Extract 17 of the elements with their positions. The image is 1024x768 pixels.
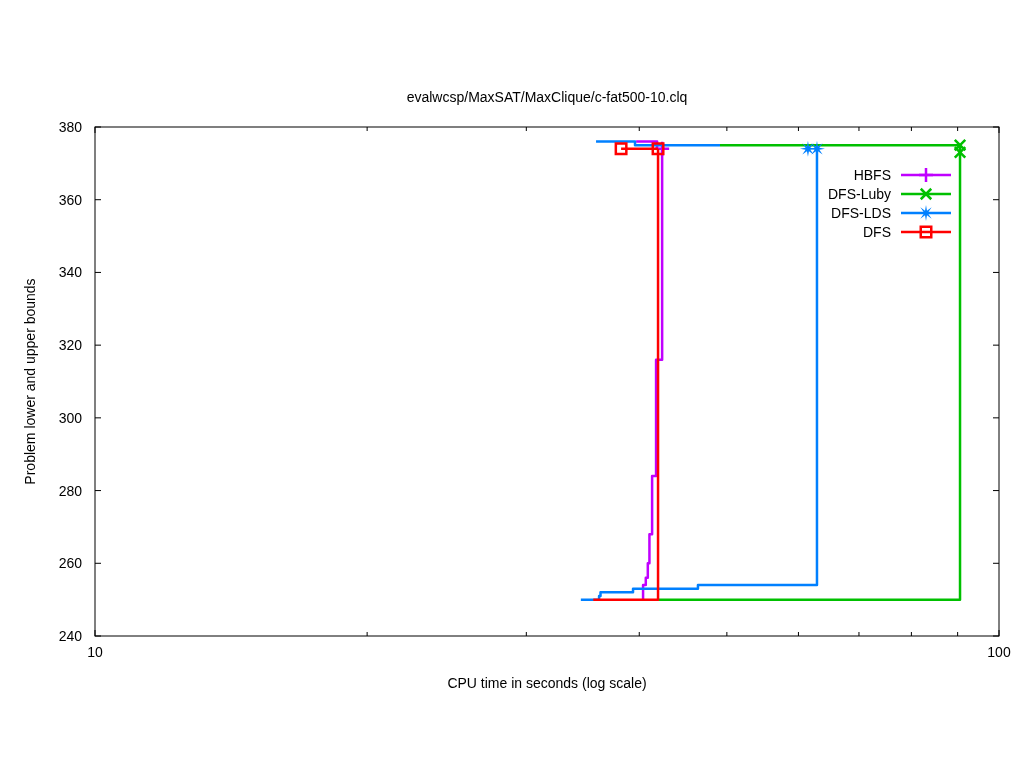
legend-label: DFS-Luby [827, 186, 891, 202]
y-tick-label: 300 [58, 409, 83, 426]
y-tick-label: 340 [58, 264, 83, 281]
y-tick-label: 320 [58, 337, 83, 354]
y-tick-label: 360 [58, 191, 83, 208]
legend-label: DFS-LDS [831, 205, 891, 221]
x-tick-label: 10 [87, 644, 103, 660]
y-tick-label: 380 [58, 119, 83, 135]
legend-label: HBFS [853, 167, 891, 183]
x-tick-label: 100 [987, 644, 1011, 660]
y-axis-title: Problem lower and upper bounds [22, 278, 38, 485]
legend-label: DFS [863, 224, 891, 240]
y-tick-label: 280 [58, 482, 83, 499]
x-axis-title: CPU time in seconds (log scale) [447, 675, 647, 691]
y-tick-label: 240 [58, 628, 83, 644]
y-tick-label: 260 [58, 555, 83, 572]
chart-title: evalwcsp/MaxSAT/MaxClique/c-fat500-10.clq [406, 89, 688, 105]
